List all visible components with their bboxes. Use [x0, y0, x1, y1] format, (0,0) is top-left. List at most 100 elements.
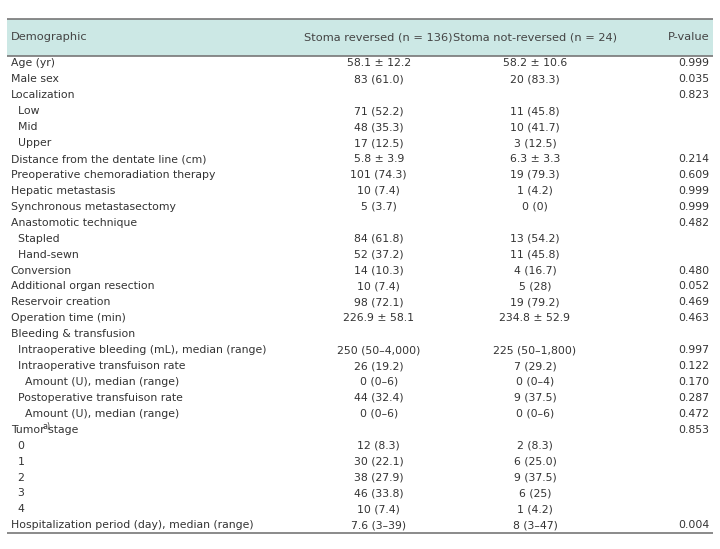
Text: 17 (12.5): 17 (12.5) [354, 138, 403, 148]
Text: 19 (79.2): 19 (79.2) [510, 298, 560, 307]
Text: a): a) [43, 422, 51, 431]
Text: 8 (3–47): 8 (3–47) [513, 520, 557, 530]
Text: 0 (0): 0 (0) [522, 202, 548, 212]
Text: 0.122: 0.122 [678, 361, 709, 371]
Text: Age (yr): Age (yr) [11, 59, 55, 69]
Text: Demographic: Demographic [11, 32, 87, 42]
Text: 0.004: 0.004 [678, 520, 709, 530]
Text: 10 (7.4): 10 (7.4) [357, 505, 400, 514]
Text: 225 (50–1,800): 225 (50–1,800) [493, 345, 577, 355]
Text: 12 (8.3): 12 (8.3) [357, 441, 400, 451]
Text: Amount (U), median (range): Amount (U), median (range) [11, 377, 179, 387]
Text: 14 (10.3): 14 (10.3) [354, 266, 404, 276]
Text: Mid: Mid [11, 122, 37, 132]
Text: Additional organ resection: Additional organ resection [11, 282, 154, 292]
Text: 0.853: 0.853 [678, 425, 709, 435]
Text: 5 (28): 5 (28) [518, 282, 552, 292]
Text: Stoma reversed (n = 136): Stoma reversed (n = 136) [305, 32, 453, 42]
Text: Preoperative chemoradiation therapy: Preoperative chemoradiation therapy [11, 170, 215, 180]
Text: 30 (22.1): 30 (22.1) [354, 457, 404, 467]
Text: 0.170: 0.170 [678, 377, 709, 387]
Text: 5 (3.7): 5 (3.7) [361, 202, 397, 212]
Text: 1 (4.2): 1 (4.2) [517, 505, 553, 514]
Text: 58.2 ± 10.6: 58.2 ± 10.6 [503, 59, 567, 69]
Text: Upper: Upper [11, 138, 51, 148]
Text: Hand-sewn: Hand-sewn [11, 250, 78, 260]
Text: Hospitalization period (day), median (range): Hospitalization period (day), median (ra… [11, 520, 253, 530]
Text: 52 (37.2): 52 (37.2) [354, 250, 403, 260]
Text: Intraoperative bleeding (mL), median (range): Intraoperative bleeding (mL), median (ra… [11, 345, 266, 355]
Text: 1: 1 [11, 457, 24, 467]
Text: Reservoir creation: Reservoir creation [11, 298, 110, 307]
Text: 71 (52.2): 71 (52.2) [354, 107, 403, 116]
Text: Amount (U), median (range): Amount (U), median (range) [11, 409, 179, 419]
Text: 0.287: 0.287 [678, 393, 709, 403]
Text: 7 (29.2): 7 (29.2) [513, 361, 557, 371]
Text: Synchronous metastasectomy: Synchronous metastasectomy [11, 202, 176, 212]
Text: 38 (27.9): 38 (27.9) [354, 473, 403, 483]
Text: 0.823: 0.823 [678, 91, 709, 100]
Text: 0.999: 0.999 [678, 202, 709, 212]
Text: 0 (0–6): 0 (0–6) [359, 377, 398, 387]
Text: 234.8 ± 52.9: 234.8 ± 52.9 [500, 313, 570, 323]
Text: Bleeding & transfusion: Bleeding & transfusion [11, 329, 135, 339]
Text: Conversion: Conversion [11, 266, 72, 276]
Text: 3 (12.5): 3 (12.5) [513, 138, 557, 148]
Text: 0.999: 0.999 [678, 186, 709, 196]
Text: 20 (83.3): 20 (83.3) [510, 75, 560, 85]
Text: 0.463: 0.463 [678, 313, 709, 323]
Text: 2: 2 [11, 473, 24, 483]
Text: 0 (0–6): 0 (0–6) [359, 409, 398, 419]
Text: 0.052: 0.052 [678, 282, 709, 292]
Text: 83 (61.0): 83 (61.0) [354, 75, 404, 85]
Text: 6 (25): 6 (25) [518, 489, 552, 498]
Text: 10 (7.4): 10 (7.4) [357, 282, 400, 292]
Text: 10 (7.4): 10 (7.4) [357, 186, 400, 196]
Text: 226.9 ± 58.1: 226.9 ± 58.1 [343, 313, 414, 323]
Text: Male sex: Male sex [11, 75, 58, 85]
Text: 0.482: 0.482 [678, 218, 709, 228]
Text: 2 (8.3): 2 (8.3) [517, 441, 553, 451]
Text: 4 (16.7): 4 (16.7) [513, 266, 557, 276]
Text: 9 (37.5): 9 (37.5) [513, 393, 557, 403]
Text: 4: 4 [11, 505, 24, 514]
Text: 6 (25.0): 6 (25.0) [513, 457, 557, 467]
Text: 19 (79.3): 19 (79.3) [510, 170, 560, 180]
Text: 84 (61.8): 84 (61.8) [354, 234, 403, 244]
Text: 48 (35.3): 48 (35.3) [354, 122, 403, 132]
Text: 0 (0–6): 0 (0–6) [516, 409, 554, 419]
Text: Tumor stage: Tumor stage [11, 425, 78, 435]
Text: 7.6 (3–39): 7.6 (3–39) [351, 520, 406, 530]
Text: 0.480: 0.480 [678, 266, 709, 276]
Text: 6.3 ± 3.3: 6.3 ± 3.3 [510, 154, 560, 164]
Text: 10 (41.7): 10 (41.7) [510, 122, 560, 132]
Text: 3: 3 [11, 489, 24, 498]
Text: Operation time (min): Operation time (min) [11, 313, 125, 323]
Text: Stapled: Stapled [11, 234, 59, 244]
Text: 5.8 ± 3.9: 5.8 ± 3.9 [354, 154, 404, 164]
Text: 46 (33.8): 46 (33.8) [354, 489, 403, 498]
Text: Intraoperative transfuison rate: Intraoperative transfuison rate [11, 361, 185, 371]
Text: 0.469: 0.469 [678, 298, 709, 307]
Text: 11 (45.8): 11 (45.8) [510, 107, 560, 116]
Text: 0.609: 0.609 [678, 170, 709, 180]
Text: Postoperative transfuison rate: Postoperative transfuison rate [11, 393, 183, 403]
Text: 9 (37.5): 9 (37.5) [513, 473, 557, 483]
Text: 101 (74.3): 101 (74.3) [351, 170, 407, 180]
Text: 0.035: 0.035 [678, 75, 709, 85]
Bar [7, 19, 713, 55]
Text: 44 (32.4): 44 (32.4) [354, 393, 403, 403]
Text: 0.214: 0.214 [678, 154, 709, 164]
Text: Hepatic metastasis: Hepatic metastasis [11, 186, 115, 196]
Text: Distance from the dentate line (cm): Distance from the dentate line (cm) [11, 154, 206, 164]
Text: Localization: Localization [11, 91, 75, 100]
Text: 0.997: 0.997 [678, 345, 709, 355]
Text: 13 (54.2): 13 (54.2) [510, 234, 560, 244]
Text: Anastomotic technique: Anastomotic technique [11, 218, 137, 228]
Text: Low: Low [11, 107, 39, 116]
Text: 26 (19.2): 26 (19.2) [354, 361, 403, 371]
Text: 0: 0 [11, 441, 24, 451]
Text: 98 (72.1): 98 (72.1) [354, 298, 403, 307]
Text: 250 (50–4,000): 250 (50–4,000) [337, 345, 420, 355]
Text: Stoma not-reversed (n = 24): Stoma not-reversed (n = 24) [453, 32, 617, 42]
